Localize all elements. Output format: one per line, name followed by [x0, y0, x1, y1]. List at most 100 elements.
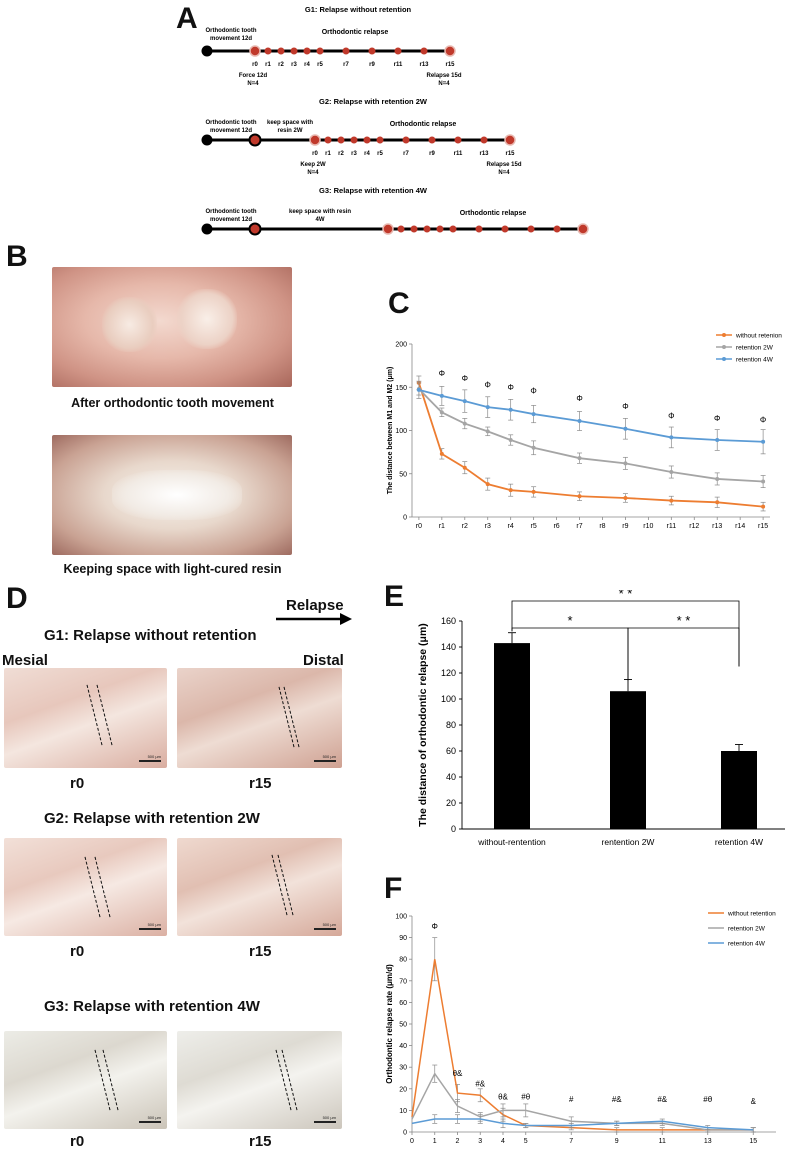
- timeline-tick-dot: [277, 47, 285, 55]
- annotation: θ&: [498, 1093, 508, 1102]
- x-tick-label: r3: [485, 523, 491, 530]
- series-line-0: [411, 959, 754, 1131]
- timeline-start-dot: [201, 45, 213, 57]
- timeline-tick-dot: [454, 136, 462, 144]
- series-point-2: [531, 412, 536, 417]
- x-tick-label: 1: [433, 1138, 437, 1145]
- x-tick-label: r13: [712, 523, 722, 530]
- scale-text: 500 µm: [147, 754, 161, 759]
- y-tick-label: 0: [403, 515, 407, 522]
- annotation: Φ: [760, 416, 766, 425]
- series-point-2: [623, 426, 628, 431]
- x-tick-label: 3: [478, 1138, 482, 1145]
- y-tick-label: 50: [399, 1022, 407, 1029]
- timeline-tick-dot: [342, 47, 350, 55]
- timeline-phase1-label: Orthodontic tooth: [206, 120, 257, 126]
- series-point-0: [715, 500, 720, 505]
- timeline-tick-dot: [337, 136, 345, 144]
- timeline-tick-dot: [501, 225, 509, 233]
- timeline-tick-dot: [527, 225, 535, 233]
- timeline-tick-label: r2: [338, 151, 344, 157]
- scale-text: 500 µm: [322, 754, 336, 759]
- series-point-0: [669, 498, 674, 503]
- mesial-label: Mesial: [2, 652, 48, 669]
- y-tick-label: 160: [441, 616, 456, 626]
- annotation: #θ: [521, 1093, 530, 1102]
- timeline-title: G2: Relapse with retention 2W: [319, 97, 428, 106]
- timeline-phase1-label: movement 12d: [210, 217, 252, 223]
- annotation: Φ: [507, 383, 513, 392]
- timeline-tick-dot: [264, 47, 272, 55]
- timeline-title: G1: Relapse without retention: [305, 5, 412, 14]
- y-tick-label: 20: [399, 1086, 407, 1093]
- panel-c-letter: C: [388, 287, 410, 320]
- timeline-start-note: N=4: [247, 81, 259, 87]
- series-point-0: [623, 495, 628, 500]
- timeline-tick-label: r5: [377, 151, 383, 157]
- x-tick-label: r10: [643, 523, 653, 530]
- significance-bracket: [511, 600, 740, 667]
- annotation: Φ: [668, 411, 674, 420]
- legend-label: retention 2W: [728, 926, 766, 933]
- x-tick-label: r6: [553, 523, 559, 530]
- y-axis-label: The distance of orthodontic relapse (μm): [417, 623, 429, 827]
- timeline-tick-dot: [553, 225, 561, 233]
- timeline-tick-dot: [249, 45, 261, 57]
- timeline-tick-label: r5: [317, 62, 323, 68]
- timeline-tick-label: r13: [419, 62, 429, 68]
- d-g2-left-label: r0: [70, 943, 85, 960]
- timeline-phase1-label: Orthodontic tooth: [206, 28, 257, 34]
- annotation: Φ: [530, 386, 536, 395]
- y-tick-label: 0: [451, 824, 456, 834]
- photo-after-movement: [52, 267, 292, 387]
- x-tick-label: 4: [501, 1138, 505, 1145]
- annotation: Φ: [576, 394, 582, 403]
- scale-text: 500 µm: [322, 922, 336, 927]
- x-tick-label: r11: [667, 523, 677, 530]
- y-tick-label: 140: [441, 642, 456, 652]
- timeline-keep-label: keep space with resin: [289, 209, 351, 215]
- timeline-tick-label: r0: [312, 151, 318, 157]
- series-point-1: [462, 421, 467, 426]
- relapse-arrow-icon: [276, 613, 352, 625]
- series-point-2: [462, 399, 467, 404]
- x-tick-label: retention 4W: [715, 837, 763, 847]
- timeline-phase-dot: [248, 222, 262, 236]
- timeline-tick-dot: [475, 225, 483, 233]
- timeline-diagram: G1: Relapse without retention Orthodontic…: [201, 5, 589, 236]
- timeline-tick-label: r9: [429, 151, 435, 157]
- annotation: #&: [657, 1095, 667, 1104]
- photo-g3-r0: 500 µm: [4, 1031, 167, 1129]
- series-point-0: [485, 482, 490, 487]
- timeline-tick-dot: [324, 136, 332, 144]
- photo-g1-r0: 500 µm: [4, 668, 167, 768]
- timeline-tick-dot: [309, 134, 321, 146]
- bar-0: [494, 643, 530, 829]
- legend-label: without retention: [727, 911, 776, 918]
- y-axis-label: Orthodontic relapse rate (μm/d): [385, 964, 394, 1084]
- series-point-2: [508, 407, 513, 412]
- timeline-tick-label: r9: [369, 62, 375, 68]
- y-tick-label: 80: [446, 720, 456, 730]
- scale-text: 500 µm: [147, 922, 161, 927]
- timeline-tick-label: r2: [278, 62, 284, 68]
- series-point-1: [485, 429, 490, 434]
- annotation: Φ: [462, 374, 468, 383]
- x-tick-label: r14: [735, 523, 745, 530]
- legend-label: retention 4W: [728, 941, 766, 948]
- y-tick-label: 20: [446, 798, 456, 808]
- y-tick-label: 90: [399, 935, 407, 942]
- y-tick-label: 80: [399, 957, 407, 964]
- timeline-start-note: N=4: [307, 170, 319, 176]
- y-tick-label: 10: [399, 1108, 407, 1115]
- legend-marker: [722, 357, 726, 361]
- legend-label: retention 2W: [736, 345, 774, 352]
- series-point-1: [623, 461, 628, 466]
- y-tick-label: 100: [441, 694, 456, 704]
- photo-g2-r0: 500 µm: [4, 838, 167, 936]
- series-point-0: [462, 465, 467, 470]
- timeline-tick-dot: [436, 225, 444, 233]
- annotation: Φ: [439, 369, 445, 378]
- y-tick-label: 120: [441, 668, 456, 678]
- timeline-tick-dot: [504, 134, 516, 146]
